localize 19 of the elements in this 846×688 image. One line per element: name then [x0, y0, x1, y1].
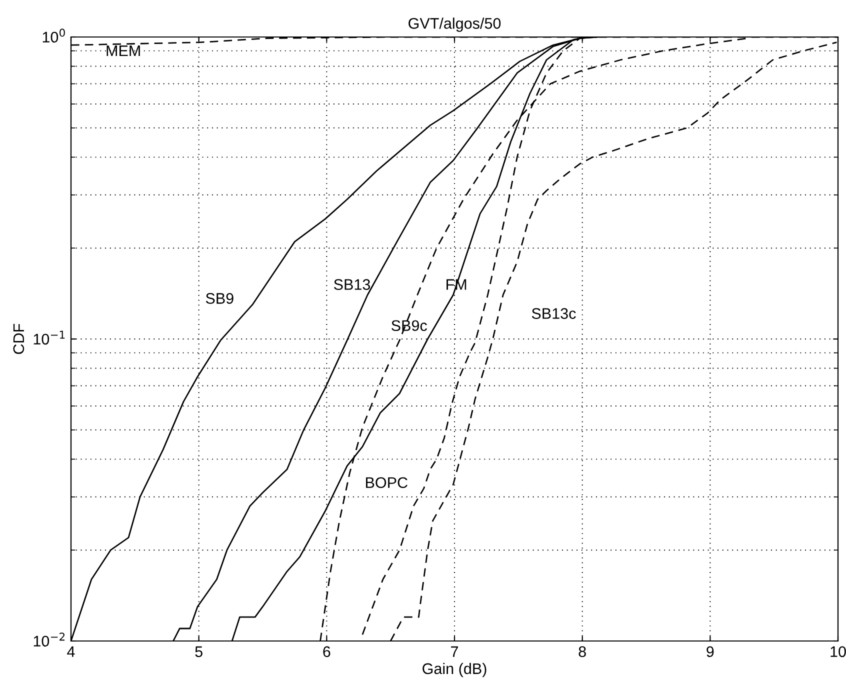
text: SB13c — [532, 308, 576, 319]
x-tick-label: 9 — [706, 646, 714, 658]
x-tick-label: 4 — [67, 646, 75, 657]
x-tick-label: 7 — [451, 646, 458, 657]
x-tick-label: 10 — [830, 646, 846, 658]
x-tick-label: 8 — [578, 646, 586, 658]
series-label: SB9c — [392, 320, 427, 332]
x-tick-label: 5 — [195, 646, 202, 658]
chart-title: GVT/algos/50 — [408, 18, 501, 32]
y-tick-label: 10$^{0}$ — [42, 28, 65, 43]
series-label: SB13 — [334, 279, 370, 290]
x-axis-title: Gain (dB) — [422, 662, 486, 678]
series-label: BOPC — [366, 477, 408, 488]
y-axis-title: CDF — [13, 324, 24, 354]
y-tick-label: 10$^{−1}$ — [34, 330, 65, 345]
series-label: MEM — [106, 46, 140, 56]
x-tick-label: 6 — [323, 646, 330, 658]
series-label: SB9 — [206, 293, 234, 304]
y-tick-label: 10$^{−2}$ — [34, 632, 65, 647]
